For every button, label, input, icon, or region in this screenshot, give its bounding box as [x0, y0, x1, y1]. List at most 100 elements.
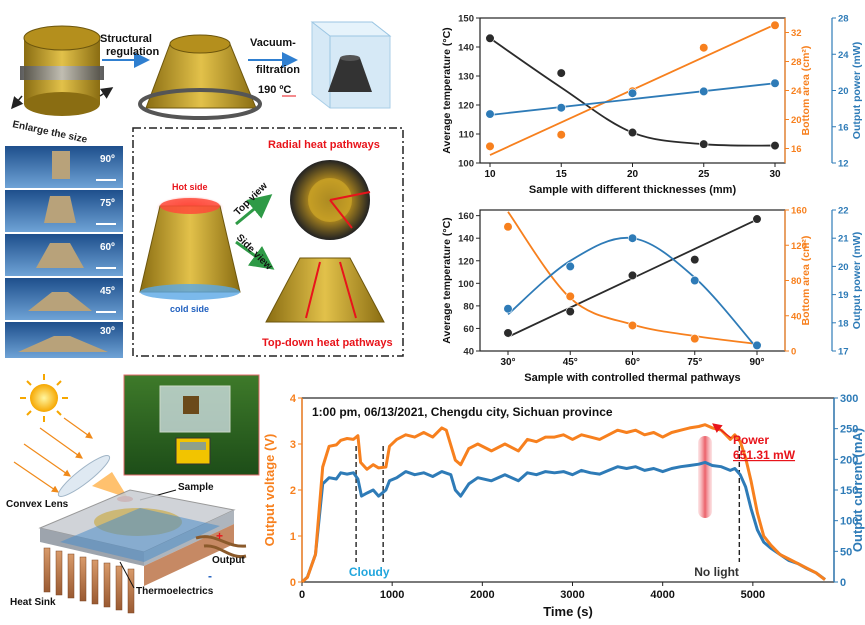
x-tick-label: 75° — [687, 357, 702, 368]
y-tick-label: 160 — [458, 211, 474, 222]
data-point — [485, 141, 495, 151]
no-light-label: No light — [694, 565, 739, 579]
fit-curve-1 — [507, 211, 758, 345]
power-value-label: 651.31 mW — [733, 448, 796, 462]
y-tick-label: 32 — [791, 28, 802, 39]
angle-label-90: 90º — [100, 154, 115, 165]
filtration-label: filtration — [256, 64, 300, 76]
angle-label-45: 45º — [100, 286, 115, 297]
y-tick-label: 130 — [458, 72, 474, 83]
x-tick-label: 45° — [563, 357, 578, 368]
y-tick-label: 17 — [838, 347, 849, 358]
minus-sign: - — [208, 569, 212, 583]
y-tick-label: 24 — [838, 50, 849, 61]
thickness-chart: 10 15 20 25 30 Sample with different thicknes… — [441, 14, 863, 197]
y-tick-label: 18 — [838, 318, 849, 329]
series-line-voltage — [301, 423, 826, 584]
x-tick-label: 2000 — [470, 589, 494, 601]
y-tick-label: 150 — [840, 485, 858, 497]
temperature-label: 190 ºC — [258, 84, 291, 96]
y-axis-label-2: Output power (mW) — [851, 42, 863, 139]
y-tick-label: 60 — [463, 324, 474, 335]
data-point — [485, 109, 495, 119]
arrow-icon — [235, 240, 275, 270]
x-tick-label: 20 — [627, 169, 639, 180]
angle-photo-column: 90º 75º 60º 45º 30º — [5, 146, 123, 358]
regulation-label: regulation — [106, 46, 159, 58]
data-point — [699, 43, 709, 53]
data-point — [565, 291, 575, 301]
light-ray-arrows — [13, 417, 93, 493]
y-tick-label: 140 — [458, 43, 474, 54]
data-point — [485, 33, 495, 43]
y-tick-label: 100 — [458, 159, 474, 170]
y-tick-label: 21 — [838, 234, 849, 245]
power-highlight-band — [698, 436, 713, 518]
device-stack-illustration — [38, 489, 247, 614]
device-schematic: Convex Lens Sample + Output - Thermoelec… — [6, 374, 247, 614]
side-view-illustration — [265, 257, 385, 323]
cylinder-sample-illustration — [11, 25, 114, 116]
x-tick-label: 25 — [698, 169, 710, 180]
data-point — [699, 139, 709, 149]
thermal-pathway-chart: 30° 45° 60° 75° 90° Sample with controlled th… — [441, 206, 863, 385]
main-cone-illustration — [139, 196, 241, 300]
y-tick-label: 200 — [840, 454, 858, 466]
data-point — [770, 78, 780, 88]
angle-label-60: 60º — [100, 242, 115, 253]
y-tick-label: 20 — [838, 86, 849, 97]
data-point — [752, 340, 762, 350]
chart-annotation: 1:00 pm, 06/13/2021, Chengdu city, Sichu… — [312, 405, 613, 419]
y-axis-label-1: Bottom area (cm²) — [800, 46, 812, 136]
data-point — [565, 306, 575, 317]
data-point — [699, 86, 709, 97]
cold-side-label: cold side — [170, 304, 209, 314]
angle-label-75: 75º — [100, 198, 115, 209]
fit-line-2 — [489, 82, 776, 116]
y-tick-label: 12 — [838, 159, 849, 170]
data-point — [770, 20, 780, 30]
y-tick-label: 20 — [791, 115, 802, 126]
power-arrow-icon — [712, 423, 732, 439]
data-point — [752, 214, 762, 224]
x-tick-label: 1000 — [380, 589, 404, 601]
y-axis-label-1: Output current (mA) — [850, 428, 865, 552]
y-axis-label-0: Average temperature (°C) — [441, 27, 453, 153]
sample-label: Sample — [178, 482, 214, 493]
y-tick-label: 20 — [838, 262, 849, 273]
y-axis-label-0: Output voltage (V) — [262, 434, 277, 547]
fit-curve-2 — [507, 236, 758, 349]
y-tick-label: 120 — [458, 256, 474, 267]
y-axis-label-1: Bottom area (cm²) — [800, 236, 812, 326]
x-tick-label: 60° — [625, 357, 640, 368]
y-tick-label: 0 — [791, 347, 796, 358]
thermoelectrics-label: Thermoelectrics — [136, 586, 214, 597]
data-point — [627, 233, 638, 243]
y-tick-label: 50 — [840, 546, 852, 558]
y-tick-label: 40 — [463, 347, 474, 358]
data-point — [627, 127, 638, 138]
convex-lens-icon — [57, 455, 111, 497]
radial-pathways-label: Radial heat pathways — [268, 139, 380, 151]
side-view-label: Side view — [234, 232, 274, 272]
y-tick-label: 160 — [791, 206, 807, 217]
top-down-label: Top-down heat pathways — [262, 337, 393, 349]
x-tick-label: 30 — [769, 169, 781, 180]
cloudy-label: Cloudy — [349, 565, 390, 579]
y-tick-label: 0 — [840, 577, 846, 589]
y-tick-label: 28 — [791, 57, 802, 68]
y-tick-label: 16 — [838, 122, 849, 133]
data-point — [690, 334, 700, 344]
filtration-box-illustration — [310, 21, 392, 109]
x-axis-label: Sample with different thicknesses (mm) — [529, 184, 737, 196]
cone-sample-illustration — [138, 34, 262, 120]
y-tick-label: 2 — [290, 485, 296, 497]
structural-label: Structural — [100, 33, 152, 45]
data-point — [627, 88, 638, 98]
data-point — [770, 141, 780, 151]
vacuum-label: Vacuum- — [250, 37, 296, 49]
data-point — [556, 68, 566, 78]
data-point — [690, 275, 700, 286]
y-tick-label: 140 — [458, 234, 474, 245]
